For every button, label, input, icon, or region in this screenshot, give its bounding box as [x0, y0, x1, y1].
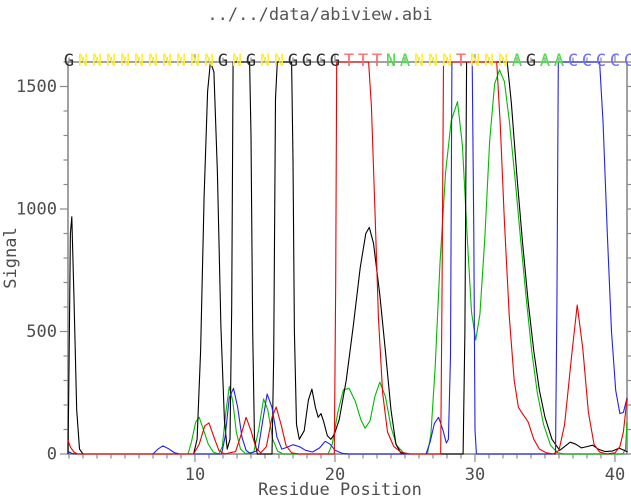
base-letter-21: T: [344, 51, 354, 71]
base-letter-14: G: [246, 51, 256, 71]
base-letter-8: N: [162, 51, 172, 71]
base-letter-10: N: [190, 51, 200, 71]
y-axis-label: Signal: [1, 227, 21, 288]
base-letter-40: C: [610, 51, 620, 71]
base-letter-38: C: [582, 51, 592, 71]
base-letter-3: N: [92, 51, 102, 71]
base-letter-1: G: [64, 51, 74, 71]
y-tick-label: 1000: [16, 200, 57, 220]
x-axis-label: Residue Position: [258, 480, 422, 500]
trace-G: [67, 61, 628, 455]
base-letter-31: N: [484, 51, 494, 71]
y-tick-label: 1500: [16, 77, 57, 97]
base-letter-18: G: [302, 51, 312, 71]
base-letter-41: C: [624, 51, 631, 71]
base-letter-30: N: [470, 51, 480, 71]
x-tick-label: 10: [185, 465, 205, 485]
plot-frame: [67, 61, 628, 455]
base-letter-27: N: [428, 51, 438, 71]
base-letter-15: N: [260, 51, 270, 71]
base-letter-28: N: [442, 51, 452, 71]
trace-T: [67, 61, 628, 455]
y-tick-label: 0: [47, 445, 57, 465]
base-letter-12: G: [218, 51, 228, 71]
base-letter-39: C: [596, 51, 606, 71]
base-letter-37: C: [568, 51, 578, 71]
base-letter-17: G: [288, 51, 298, 71]
base-letter-36: A: [554, 51, 564, 71]
base-letter-2: N: [78, 51, 88, 71]
base-letter-7: N: [148, 51, 158, 71]
trace-curves: [67, 61, 628, 455]
y-tick-label: 500: [26, 322, 57, 342]
base-letter-6: N: [134, 51, 144, 71]
base-letter-23: T: [372, 51, 382, 71]
base-letter-25: A: [400, 51, 410, 71]
base-letter-20: G: [330, 51, 340, 71]
trace-A: [67, 69, 628, 455]
base-letter-4: N: [106, 51, 116, 71]
base-letter-11: N: [204, 51, 214, 71]
x-tick-label: 40: [605, 465, 625, 485]
base-letter-16: N: [274, 51, 284, 71]
base-letter-22: T: [358, 51, 368, 71]
x-tick-label: 20: [325, 465, 345, 485]
base-letter-5: N: [120, 51, 130, 71]
base-letter-13: N: [232, 51, 242, 71]
base-letter-33: A: [512, 51, 522, 71]
chart-title: ../../data/abiview.abi: [207, 5, 432, 25]
base-letter-35: A: [540, 51, 550, 71]
base-letter-29: T: [456, 51, 466, 71]
x-tick-label: 30: [465, 465, 485, 485]
trace-C: [67, 61, 628, 455]
base-letter-19: G: [316, 51, 326, 71]
base-letter-26: N: [414, 51, 424, 71]
base-letter-32: N: [498, 51, 508, 71]
base-letter-24: N: [386, 51, 396, 71]
base-letter-9: N: [176, 51, 186, 71]
base-letter-34: G: [526, 51, 536, 71]
